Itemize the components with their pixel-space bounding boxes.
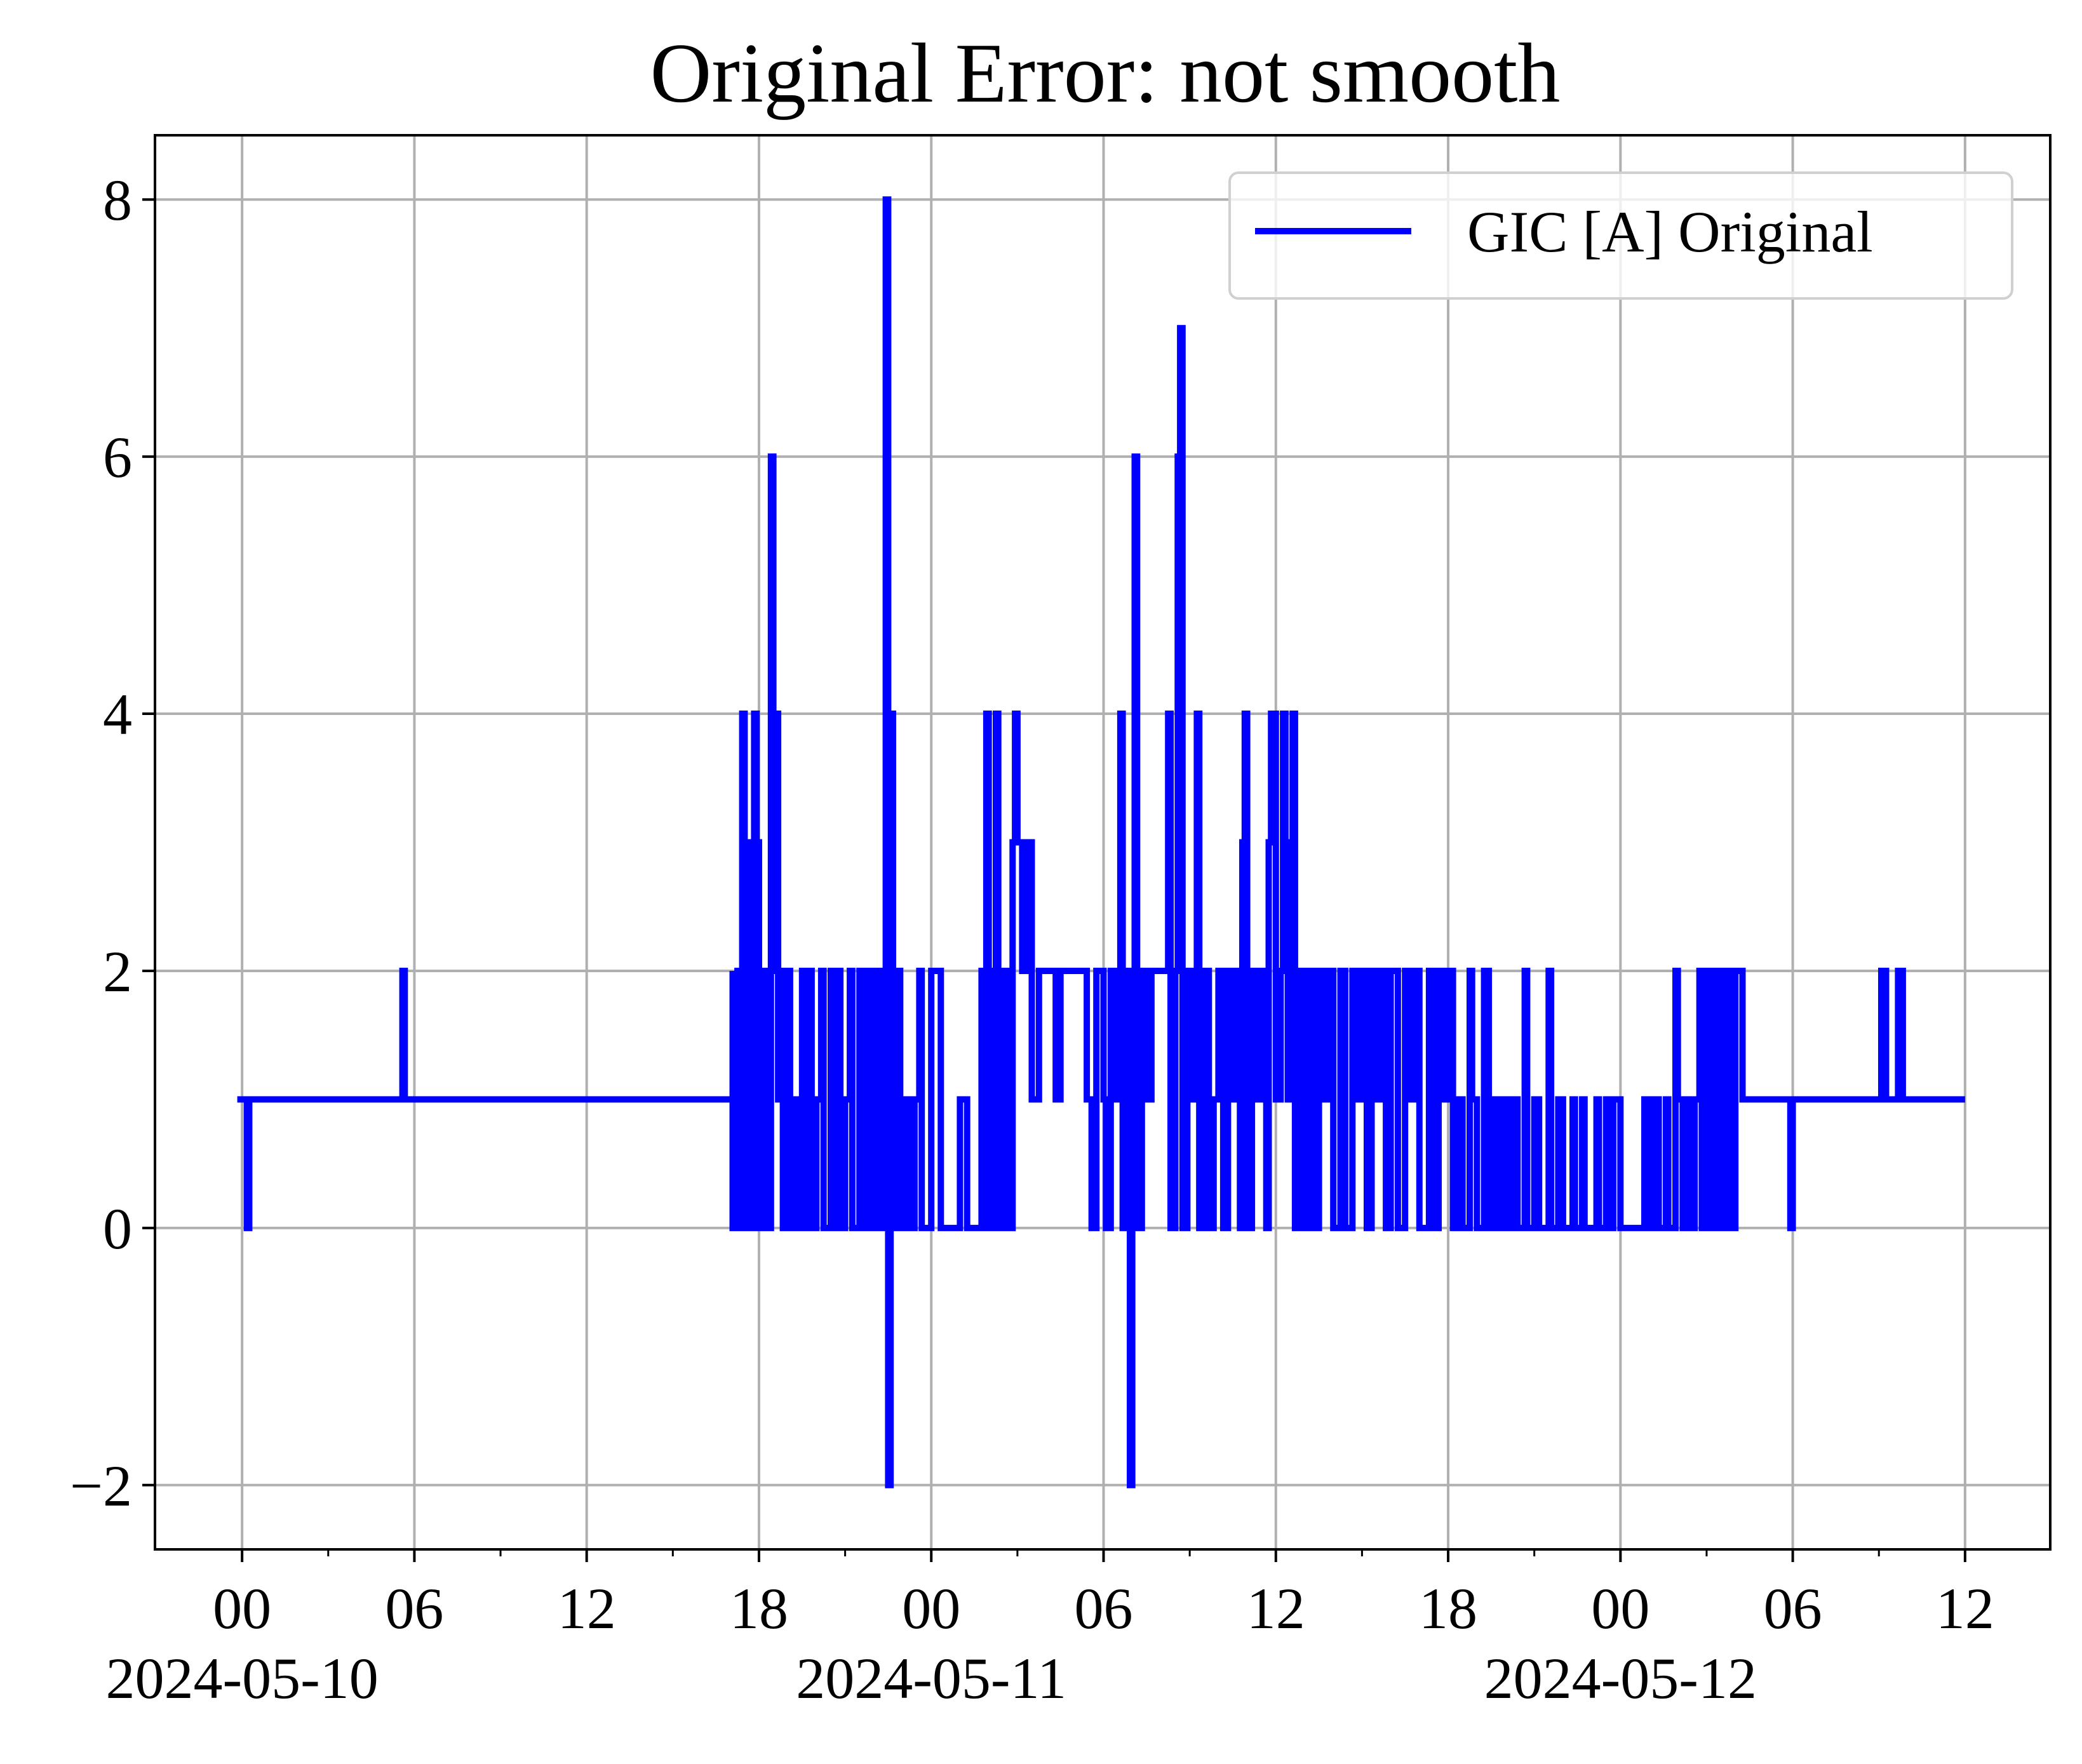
x-tick-label-10: 12 bbox=[1936, 1576, 1994, 1641]
y-tick-label-5: 8 bbox=[103, 168, 132, 232]
chart-title: Original Error: not smooth bbox=[650, 26, 1561, 120]
y-tick-label-0: −2 bbox=[70, 1453, 132, 1518]
x-tick-label-9: 06 bbox=[1764, 1576, 1822, 1641]
y-tick-label-1: 0 bbox=[103, 1196, 132, 1261]
x-tick-label-0: 00 bbox=[213, 1576, 271, 1641]
x-tick-label-1: 06 bbox=[385, 1576, 443, 1641]
legend-box bbox=[1228, 171, 2013, 300]
x-tick-label-2: 12 bbox=[558, 1576, 616, 1641]
legend-label-gic-original: GIC [A] Original bbox=[1467, 199, 1873, 264]
series-layer bbox=[237, 196, 1965, 1488]
x-tick-label-5: 06 bbox=[1075, 1576, 1133, 1641]
x-date-label-0: 2024-05-10 bbox=[106, 1646, 379, 1711]
y-tick-label-3: 4 bbox=[103, 682, 132, 747]
x-date-label-4: 2024-05-11 bbox=[796, 1646, 1066, 1711]
x-tick-label-3: 18 bbox=[730, 1576, 788, 1641]
y-tick-label-4: 6 bbox=[103, 425, 132, 490]
legend: GIC [A] Original bbox=[1228, 171, 2013, 300]
series-line-0 bbox=[237, 196, 1965, 1488]
x-date-label-8: 2024-05-12 bbox=[1484, 1646, 1757, 1711]
x-tick-label-4: 00 bbox=[902, 1576, 960, 1641]
y-tick-label-2: 2 bbox=[103, 939, 132, 1004]
x-tick-label-6: 12 bbox=[1247, 1576, 1305, 1641]
x-tick-label-8: 00 bbox=[1591, 1576, 1649, 1641]
x-tick-label-7: 18 bbox=[1419, 1576, 1477, 1641]
